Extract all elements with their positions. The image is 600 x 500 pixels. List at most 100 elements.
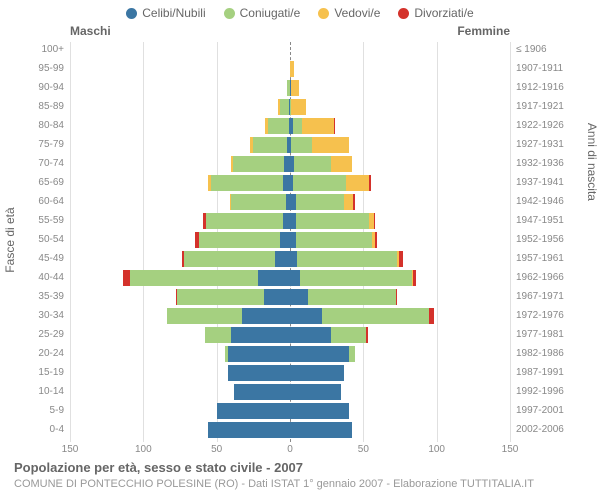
bar-segment — [208, 422, 290, 438]
legend-label: Vedovi/e — [334, 6, 380, 20]
age-row — [70, 270, 510, 286]
age-label: 70-74 — [38, 158, 64, 169]
birth-year-label: 1987-1991 — [516, 367, 564, 378]
age-row — [70, 137, 510, 153]
male-bar — [70, 175, 290, 191]
bar-segment — [302, 118, 334, 134]
female-bar — [290, 251, 510, 267]
female-bar — [290, 232, 510, 248]
age-label: 95-99 — [38, 63, 64, 74]
bar-segment — [366, 327, 367, 343]
birth-year-label: 1907-1911 — [516, 63, 563, 74]
birth-year-label: 1967-1971 — [516, 291, 564, 302]
female-bar — [290, 118, 510, 134]
legend-item: Divorziati/e — [398, 6, 473, 20]
x-tick: 150 — [62, 444, 79, 455]
bar-segment — [290, 327, 331, 343]
male-bar — [70, 251, 290, 267]
age-label: 45-49 — [38, 253, 64, 264]
age-label: 5-9 — [50, 405, 64, 416]
bar-segment — [184, 251, 275, 267]
bar-segment — [283, 213, 290, 229]
bar-segment — [130, 270, 258, 286]
bar-segment — [346, 175, 369, 191]
age-row — [70, 403, 510, 419]
female-bar — [290, 42, 510, 58]
male-bar — [70, 422, 290, 438]
bar-segment — [280, 99, 289, 115]
birth-year-label: 1947-1951 — [516, 215, 564, 226]
age-label: 40-44 — [38, 272, 64, 283]
birth-year-label: 1937-1941 — [516, 177, 564, 188]
y-axis-title-right: Anni di nascita — [585, 123, 599, 201]
female-bar — [290, 80, 510, 96]
male-bar — [70, 289, 290, 305]
age-label: 10-14 — [38, 386, 64, 397]
legend-label: Divorziati/e — [414, 6, 473, 20]
header-male: Maschi — [70, 24, 111, 38]
x-tick: 100 — [428, 444, 445, 455]
female-bar — [290, 175, 510, 191]
bar-segment — [211, 175, 283, 191]
age-label: 85-89 — [38, 101, 64, 112]
birth-year-label: 1942-1946 — [516, 196, 564, 207]
legend-swatch — [126, 8, 137, 19]
bar-segment — [177, 289, 264, 305]
birth-year-label: 1972-1976 — [516, 310, 564, 321]
age-label: 65-69 — [38, 177, 64, 188]
bar-segment — [199, 232, 280, 248]
birth-year-label: 1957-1961 — [516, 253, 564, 264]
age-row — [70, 118, 510, 134]
bar-segment — [290, 346, 349, 362]
bar-segment — [296, 194, 344, 210]
legend-item: Vedovi/e — [318, 6, 380, 20]
birth-year-label: 1997-2001 — [516, 405, 564, 416]
birth-year-label: 1977-1981 — [516, 329, 564, 340]
age-row — [70, 327, 510, 343]
female-bar — [290, 156, 510, 172]
bar-segment — [231, 327, 290, 343]
age-label: 35-39 — [38, 291, 64, 302]
birth-year-label: 1962-1966 — [516, 272, 564, 283]
bar-segment — [291, 99, 306, 115]
bar-segment — [234, 384, 290, 400]
bar-segment — [331, 327, 366, 343]
male-bar — [70, 270, 290, 286]
column-headers: Maschi Femmine — [70, 24, 510, 38]
age-label: 75-79 — [38, 139, 64, 150]
bar-segment — [242, 308, 290, 324]
age-label: 100+ — [41, 44, 64, 55]
age-row — [70, 308, 510, 324]
y-axis-title-left: Fasce di età — [3, 207, 17, 272]
age-row — [70, 251, 510, 267]
birth-year-label: 1912-1916 — [516, 82, 564, 93]
bar-segment — [399, 251, 403, 267]
x-axis: 15010050050100150 — [70, 444, 510, 458]
bar-segment — [294, 156, 331, 172]
male-bar — [70, 213, 290, 229]
male-bar — [70, 118, 290, 134]
female-bar — [290, 308, 510, 324]
birth-year-label: 1927-1931 — [516, 139, 564, 150]
bar-segment — [312, 137, 349, 153]
female-bar — [290, 194, 510, 210]
bar-segment — [228, 365, 290, 381]
bar-segment — [296, 232, 372, 248]
birth-year-label: 1982-1986 — [516, 348, 564, 359]
bar-segment — [429, 308, 433, 324]
bar-segment — [353, 194, 354, 210]
female-bar — [290, 289, 510, 305]
bar-segment — [290, 251, 297, 267]
bar-segment — [233, 156, 284, 172]
age-label: 0-4 — [50, 424, 64, 435]
x-tick: 50 — [358, 444, 369, 455]
x-tick: 150 — [502, 444, 519, 455]
birth-year-label: 1952-1956 — [516, 234, 564, 245]
grid-line — [510, 42, 511, 442]
chart-title: Popolazione per età, sesso e stato civil… — [14, 460, 303, 475]
bar-segment — [275, 251, 290, 267]
female-bar — [290, 137, 510, 153]
x-tick: 0 — [287, 444, 293, 455]
birth-year-label: 2002-2006 — [516, 424, 564, 435]
legend-swatch — [224, 8, 235, 19]
